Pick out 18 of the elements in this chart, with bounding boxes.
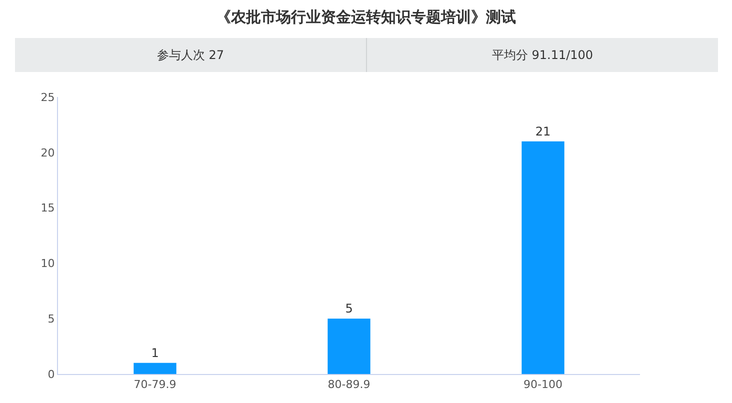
y-tick-label: 25 — [40, 90, 55, 104]
text: 平均分 91.11/100 — [366, 38, 718, 72]
y-tick-label: 15 — [40, 202, 55, 215]
bar — [134, 362, 176, 374]
y-tick-label: 5 — [48, 312, 55, 326]
x-tick-label: 90-100 — [524, 378, 562, 392]
x-tick-label: 80-89.9 — [328, 378, 370, 392]
bar — [328, 318, 370, 374]
x-tick-label: 70-79.9 — [134, 378, 176, 392]
y-tick-label: 0 — [48, 368, 55, 381]
bar — [522, 141, 564, 374]
data-label: 21 — [535, 124, 551, 138]
data-label: 1 — [151, 346, 159, 360]
chart-title: 《农批市场行业资金运转知识专题培训》测试 — [215, 8, 517, 27]
y-tick-label: 20 — [40, 146, 55, 160]
text: 参与人次 27 — [156, 47, 226, 64]
y-tick-label: 10 — [40, 257, 55, 270]
data-label: 5 — [345, 302, 353, 316]
